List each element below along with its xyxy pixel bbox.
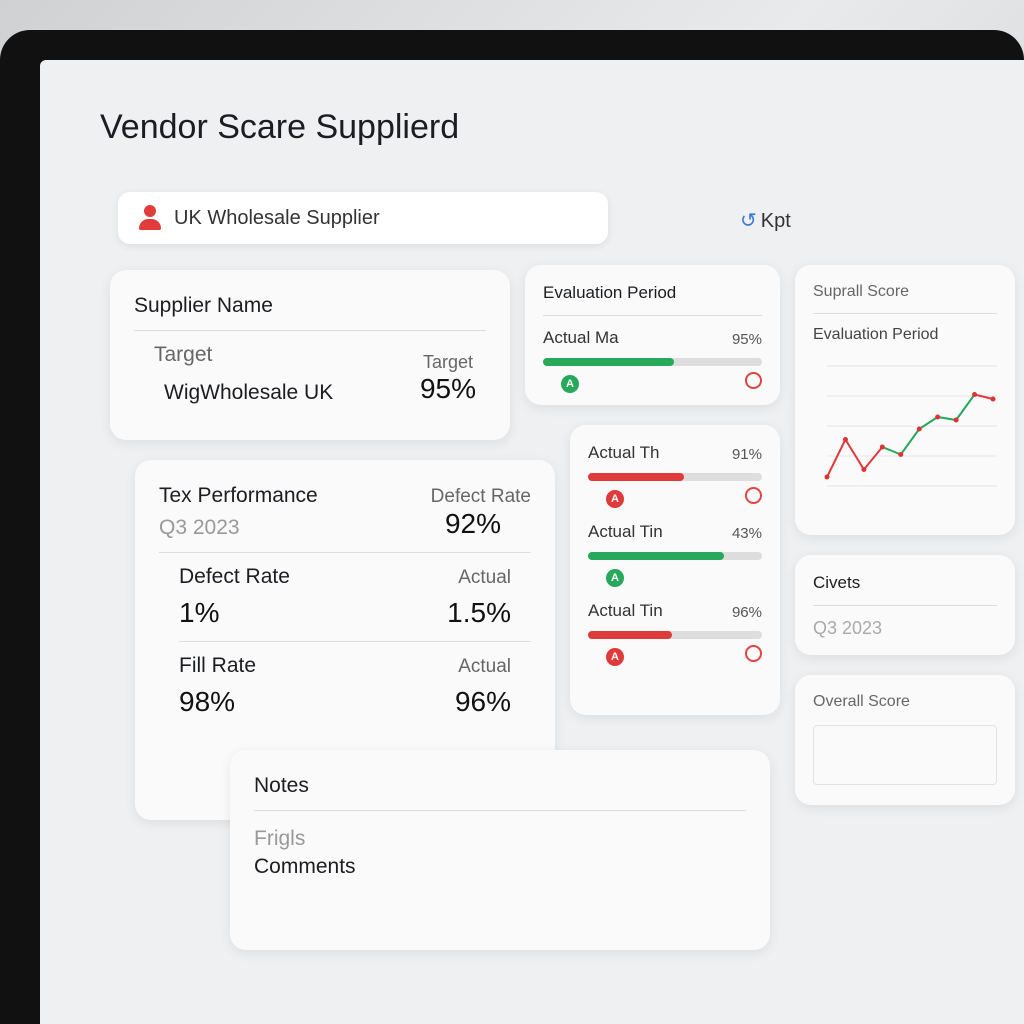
notes-card[interactable]: Notes Frigls Comments [230, 750, 770, 950]
row-value: 98% [179, 686, 236, 717]
search-value: UK Wholesale Supplier [174, 206, 380, 229]
line-segment [899, 428, 921, 456]
user-icon [138, 205, 162, 231]
chart-subtitle: Evaluation Period [813, 326, 939, 343]
supplier-name: WigWholesale UK [164, 381, 334, 404]
refresh-icon: ↺ [740, 210, 757, 232]
line-segment [881, 446, 902, 456]
metric-value: 95% [731, 331, 762, 348]
metric-value: 43% [731, 525, 762, 542]
data-point [824, 474, 830, 480]
page-title: Vendor Scare Supplierd [100, 108, 460, 146]
monitor-bezel: Vendor Scare Supplierd UK Wholesale Supp… [0, 30, 1024, 1024]
actual-value: 96% [454, 686, 511, 717]
notes-label: Frigls [254, 827, 306, 850]
progress-bar [588, 552, 762, 560]
metric-value: 96% [731, 604, 762, 621]
line-segment [918, 416, 939, 430]
metric-value: 91% [731, 446, 762, 463]
metrics-card: Actual Th 91% A Actual Tin 43% A Actual Ti… [570, 425, 780, 715]
data-point [861, 467, 867, 472]
line-segment [974, 393, 994, 400]
kpt-button[interactable]: ↺ Kpt [740, 208, 795, 233]
data-point [898, 452, 904, 457]
data-point [879, 444, 885, 450]
line-chart [824, 365, 997, 487]
overall-score-card: Overall Score [795, 675, 1015, 805]
supplier-search-input[interactable]: UK Wholesale Supplier [118, 192, 608, 244]
circle-icon [745, 372, 762, 389]
circle-icon [745, 487, 762, 504]
chart-card: Suprall Score Evaluation Period [795, 265, 1015, 535]
data-point [935, 414, 941, 420]
defect-rate-label: Defect Rate [430, 486, 531, 507]
line-segment [937, 416, 957, 421]
data-point [990, 396, 996, 402]
metric-label: Actual Tin [588, 522, 663, 541]
progress-bar [588, 631, 762, 639]
performance-heading: Tex Performance [159, 484, 318, 507]
data-point [916, 426, 922, 432]
period-value: Q3 2023 [159, 516, 240, 539]
actual-label: Actual [458, 656, 511, 677]
status-badge-icon: A [606, 569, 624, 587]
defect-rate-value: 92% [444, 508, 501, 539]
row-label: Fill Rate [179, 654, 257, 677]
status-badge-icon: A [606, 648, 624, 666]
target-label-2: Target [422, 352, 473, 372]
evaluation-card: Evaluation Period Actual Ma 95% A [525, 265, 780, 405]
target-value: 95% [419, 373, 476, 404]
target-label: Target [154, 343, 213, 366]
line-segment [844, 438, 865, 471]
metric-item: Actual Tin 96% A [588, 601, 762, 666]
data-point [972, 392, 978, 397]
dashboard-screen: Vendor Scare Supplierd UK Wholesale Supp… [40, 60, 1024, 1024]
status-badge-icon: A [561, 375, 579, 393]
data-point [842, 437, 848, 442]
line-segment [955, 393, 976, 421]
metric-item: Actual Ma 95% A [543, 328, 762, 393]
actual-label: Actual [458, 567, 511, 588]
chart-title: Suprall Score [813, 283, 910, 300]
metric-item: Actual Tin 43% A [588, 522, 762, 587]
supplier-card: Supplier Name Target WigWholesale UK Tar… [110, 270, 510, 440]
row-label: Defect Rate [179, 565, 290, 588]
progress-bar [588, 473, 762, 481]
notes-heading: Notes [254, 774, 309, 797]
overall-heading: Overall Score [813, 693, 910, 710]
row-value: 1% [179, 597, 220, 628]
supplier-heading: Supplier Name [134, 294, 273, 317]
data-point [953, 417, 959, 423]
kpt-label: Kpt [760, 210, 791, 232]
metric-label: Actual Ma [543, 328, 619, 347]
progress-bar [543, 358, 762, 366]
notes-comments[interactable]: Comments [254, 855, 356, 878]
evaluation-heading: Evaluation Period [543, 283, 677, 302]
circle-icon [745, 645, 762, 662]
period-value: Q3 2023 [813, 618, 883, 638]
metric-label: Actual Th [588, 443, 660, 462]
status-badge-icon: A [606, 490, 624, 508]
actual-value: 1.5% [447, 597, 511, 628]
line-segment [826, 439, 847, 478]
period-heading: Civets [813, 573, 861, 592]
line-segment [863, 446, 884, 471]
metric-item: Actual Th 91% A [588, 443, 762, 508]
metric-label: Actual Tin [588, 601, 663, 620]
period-card: Civets Q3 2023 [795, 555, 1015, 655]
